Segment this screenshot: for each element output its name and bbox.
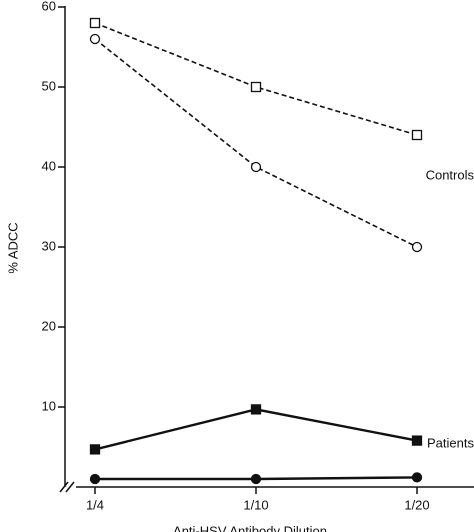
x-tick-label: 1/4 [86, 497, 104, 512]
marker [411, 129, 423, 141]
marker [250, 81, 262, 93]
marker [250, 404, 262, 415]
marker [411, 472, 423, 483]
y-axis-label: % ADCC [5, 222, 20, 273]
annotation: Controls [426, 167, 474, 182]
y-tick-label: 30 [42, 238, 56, 253]
x-tick-label: 1/10 [243, 497, 268, 512]
y-tick-label: 40 [42, 158, 56, 173]
marker [411, 435, 423, 446]
axis-break [65, 481, 75, 493]
marker [89, 444, 101, 455]
series-line [94, 408, 418, 451]
annotation: Patients [427, 435, 474, 450]
series-line [94, 22, 418, 136]
y-tick-label: 20 [42, 318, 56, 333]
marker [89, 473, 101, 485]
y-tick-label: 10 [42, 398, 56, 413]
marker [89, 33, 101, 45]
marker [250, 473, 262, 485]
x-axis-label: Anti-HSV Antibody Dilution [173, 523, 327, 532]
y-tick-label: 50 [42, 78, 56, 93]
series-line [94, 38, 418, 248]
marker [250, 161, 262, 173]
axis-break [59, 481, 69, 493]
y-tick-label: 60 [42, 0, 56, 13]
marker [89, 17, 101, 29]
x-tick-label: 1/20 [404, 497, 429, 512]
marker [411, 241, 423, 253]
